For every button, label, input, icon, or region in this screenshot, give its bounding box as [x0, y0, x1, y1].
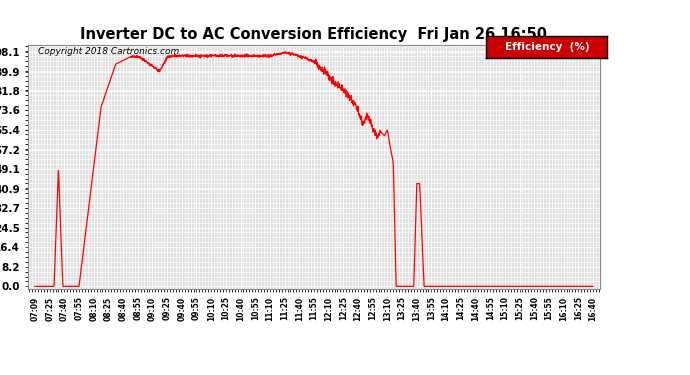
Text: Copyright 2018 Cartronics.com: Copyright 2018 Cartronics.com: [38, 47, 179, 56]
Title: Inverter DC to AC Conversion Efficiency  Fri Jan 26 16:50: Inverter DC to AC Conversion Efficiency …: [81, 27, 547, 42]
Text: Efficiency  (%): Efficiency (%): [504, 42, 589, 52]
